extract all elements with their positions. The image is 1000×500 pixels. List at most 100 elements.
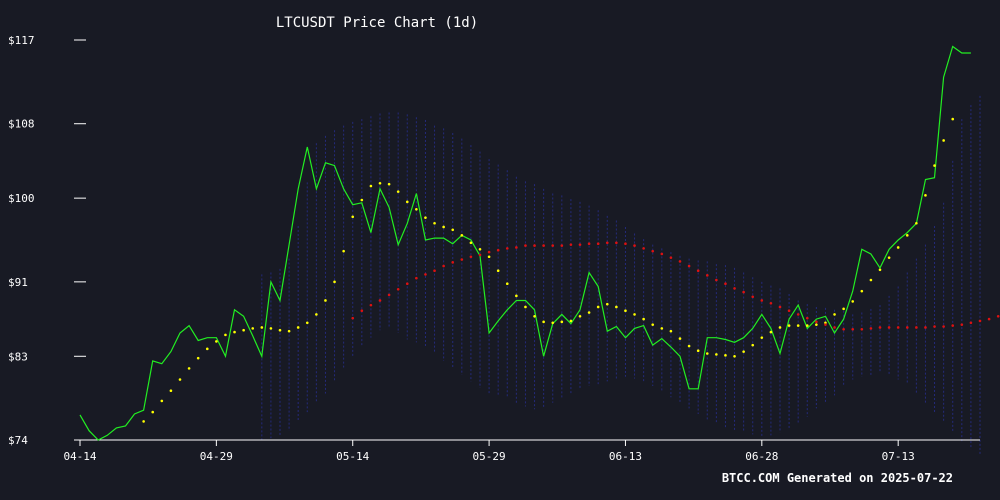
ma20-point — [942, 139, 945, 142]
series-marks — [79, 45, 1000, 441]
ma20-point — [324, 299, 327, 302]
x-tick-label: 06-28 — [745, 450, 778, 463]
ma50-point — [433, 269, 436, 272]
ma20-point — [251, 327, 255, 330]
generated-footer: BTCC.COM Generated on 2025-07-22 — [722, 471, 953, 485]
ma20-point — [315, 313, 318, 316]
ma50-point — [587, 242, 591, 246]
ma20-point — [578, 314, 582, 318]
ma20-point — [915, 221, 918, 225]
ma20-point — [733, 354, 736, 358]
ma20-point — [524, 305, 527, 309]
ma20-point — [551, 321, 555, 325]
ma50-point — [533, 244, 536, 247]
ma20-point — [542, 320, 545, 324]
ma50-point — [515, 246, 518, 249]
ma20-point — [469, 241, 473, 245]
ma50-point — [669, 256, 673, 259]
ma20-point — [515, 294, 518, 298]
ma50-point — [778, 305, 782, 309]
ma50-point — [815, 320, 818, 324]
ma20-point — [560, 320, 564, 324]
ma20-point — [187, 367, 191, 370]
ma50-point — [842, 328, 845, 331]
x-tick-label: 04-14 — [63, 450, 96, 463]
ma20-point — [505, 282, 509, 286]
ma20-point — [433, 221, 436, 225]
ma50-point — [578, 243, 582, 246]
ma50-point — [460, 258, 464, 261]
ma50-point — [478, 253, 482, 257]
ma20-point — [205, 347, 209, 351]
ma20-point — [442, 225, 445, 229]
ma50-point — [642, 247, 645, 250]
ma20-point — [596, 305, 600, 309]
ma20-point — [833, 313, 836, 316]
ma20-point — [260, 326, 264, 329]
ma50-point — [760, 299, 764, 302]
ma20-point — [405, 200, 409, 204]
ma20-point — [751, 343, 755, 347]
ma50-point — [451, 261, 455, 264]
ma50-point — [560, 244, 564, 247]
ma20-point — [360, 198, 364, 202]
y-tick-label: $117 — [8, 34, 35, 47]
ma20-point — [415, 208, 418, 211]
ma20-point — [333, 280, 336, 284]
ma50-point — [878, 326, 882, 329]
ma50-point — [860, 328, 864, 331]
ma50-point — [496, 248, 500, 252]
ma20-point — [196, 356, 200, 360]
ma20-point — [215, 340, 218, 343]
ma20-point — [933, 164, 936, 167]
ma50-point — [605, 241, 609, 245]
ma50-point — [524, 244, 527, 247]
chart-title: LTCUSDT Price Chart (1d) — [276, 15, 478, 31]
ma20-point — [278, 328, 282, 332]
ma50-point — [787, 309, 791, 312]
ma20-point — [460, 234, 464, 237]
x-tick-label: 07-13 — [882, 450, 915, 463]
ma20-point — [742, 350, 745, 353]
ma50-point — [651, 249, 655, 253]
ma20-point — [424, 216, 427, 219]
y-tick-label: $83 — [8, 350, 28, 363]
ma50-point — [660, 252, 664, 256]
ma20-point — [478, 248, 482, 251]
x-tick-label: 04-29 — [200, 450, 233, 463]
x-tick-label: 06-13 — [609, 450, 642, 463]
ma50-point — [596, 242, 600, 246]
ma20-point — [860, 289, 864, 293]
ma20-point — [178, 378, 182, 381]
x-tick-label: 05-29 — [473, 450, 506, 463]
ma20-point — [642, 317, 645, 321]
ma20-point — [142, 420, 145, 423]
ma50-point — [869, 327, 873, 330]
ma20-point — [796, 324, 800, 327]
ma50-point — [442, 264, 445, 268]
ma50-point — [424, 273, 427, 276]
ma20-point — [615, 305, 618, 309]
ma20-point — [160, 399, 164, 403]
ma50-point — [615, 241, 618, 245]
ma50-point — [624, 242, 627, 246]
ma50-point — [824, 323, 827, 326]
ma50-point — [951, 324, 955, 327]
axes: $117 $108 $100 $91 $83 $74 04-14 04-29 05-14 05-2… — [8, 34, 980, 463]
ma50-point — [696, 269, 700, 272]
ma50-point — [378, 299, 382, 302]
y-tick-label: $91 — [8, 276, 28, 289]
ma20-point — [769, 330, 773, 334]
ma20-point — [633, 313, 636, 316]
ma50-point — [833, 326, 836, 329]
ma20-point — [696, 349, 700, 352]
ma20-point — [887, 256, 891, 259]
ma50-point — [896, 326, 900, 329]
ma20-point — [496, 269, 500, 272]
ma50-point — [905, 326, 909, 329]
ma20-point — [715, 353, 718, 356]
ma20-point — [487, 255, 491, 259]
ma50-point — [933, 325, 936, 328]
ma50-point — [987, 317, 991, 321]
